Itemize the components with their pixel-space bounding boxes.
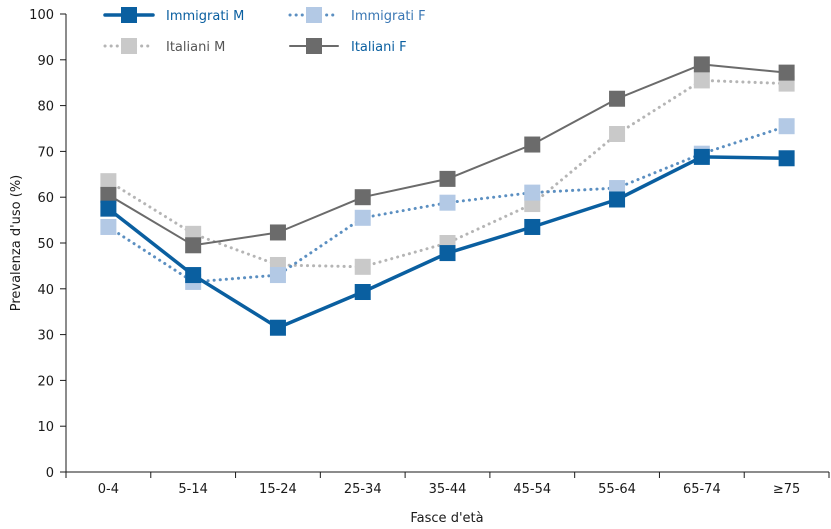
legend-marker — [121, 38, 137, 54]
x-tick-label: 5-14 — [178, 482, 208, 497]
data-point — [354, 189, 371, 206]
data-point — [778, 64, 795, 81]
y-tick-label: 40 — [37, 283, 54, 298]
x-tick-label: 25-34 — [344, 482, 382, 497]
series-immigrati-f — [100, 118, 795, 290]
data-point — [524, 184, 541, 201]
legend-item-immigrati-m: Immigrati M — [103, 7, 244, 24]
data-point — [778, 118, 795, 135]
data-point — [354, 209, 371, 226]
x-tick-label: 35-44 — [429, 482, 467, 497]
y-tick-label: 50 — [37, 237, 54, 252]
x-ticks: 0-4 5-14 15-24 25-34 35-44 45-54 55-64 65-74 ≥75 — [65, 472, 830, 497]
data-point — [354, 258, 371, 275]
legend-label: Immigrati M — [166, 9, 244, 24]
series-immigrati-m — [100, 148, 795, 336]
data-point — [439, 245, 456, 262]
data-point — [609, 90, 626, 107]
y-tick-label: 70 — [37, 145, 54, 160]
x-tick-label: 15-24 — [259, 482, 297, 497]
legend-label: Italiani M — [166, 40, 225, 55]
y-tick-label: 60 — [37, 191, 54, 206]
y-axis-title: Prevalenza d'uso (%) — [9, 175, 24, 312]
data-point — [269, 224, 286, 241]
data-point — [693, 56, 710, 73]
x-tick-label: 0-4 — [98, 482, 119, 497]
data-point — [693, 72, 710, 89]
y-tick-label: 90 — [37, 54, 54, 69]
data-point — [100, 173, 117, 190]
y-tick-label: 10 — [37, 420, 54, 435]
data-point — [100, 200, 117, 217]
x-tick-label: 55-64 — [598, 482, 636, 497]
x-tick-label: 65-74 — [683, 482, 721, 497]
y-tick-label: 100 — [29, 8, 54, 23]
y-tick-label: 80 — [37, 100, 54, 115]
series-layer — [100, 56, 795, 336]
legend-marker — [121, 7, 137, 23]
series-line — [106, 78, 789, 269]
data-point — [778, 150, 795, 167]
data-point — [439, 194, 456, 211]
y-tick-label: 30 — [37, 329, 54, 344]
legend-label: Immigrati F — [351, 9, 426, 24]
data-point — [100, 218, 117, 235]
data-point — [354, 284, 371, 301]
data-point — [609, 191, 626, 208]
data-point — [693, 148, 710, 165]
x-tick-label: 45-54 — [513, 482, 551, 497]
legend-item-immigrati-f: Immigrati F — [288, 7, 426, 24]
x-axis-title: Fasce d'età — [410, 511, 483, 526]
legend-marker — [306, 38, 322, 54]
data-point — [609, 125, 626, 142]
y-tick-label: 0 — [46, 466, 54, 481]
y-ticks: 0 10 20 30 40 50 60 70 80 90 100 — [29, 8, 66, 481]
data-point — [269, 267, 286, 284]
legend-item-italiani-f: Italiani F — [289, 38, 407, 55]
data-point — [269, 319, 286, 336]
data-point — [439, 170, 456, 187]
data-point — [100, 186, 117, 203]
series-line — [106, 124, 789, 284]
legend-item-italiani-m: Italiani M — [103, 38, 225, 55]
data-point — [524, 218, 541, 235]
legend-marker — [306, 7, 322, 23]
data-point — [185, 267, 202, 284]
legend: Immigrati M Immigrati F Italiani M Italiani… — [103, 7, 426, 55]
x-tick-label: ≥75 — [773, 482, 800, 497]
legend-label: Italiani F — [351, 40, 407, 55]
y-tick-label: 20 — [37, 374, 54, 389]
data-point — [185, 237, 202, 254]
series-italiani-f — [100, 56, 795, 254]
data-point — [524, 136, 541, 153]
